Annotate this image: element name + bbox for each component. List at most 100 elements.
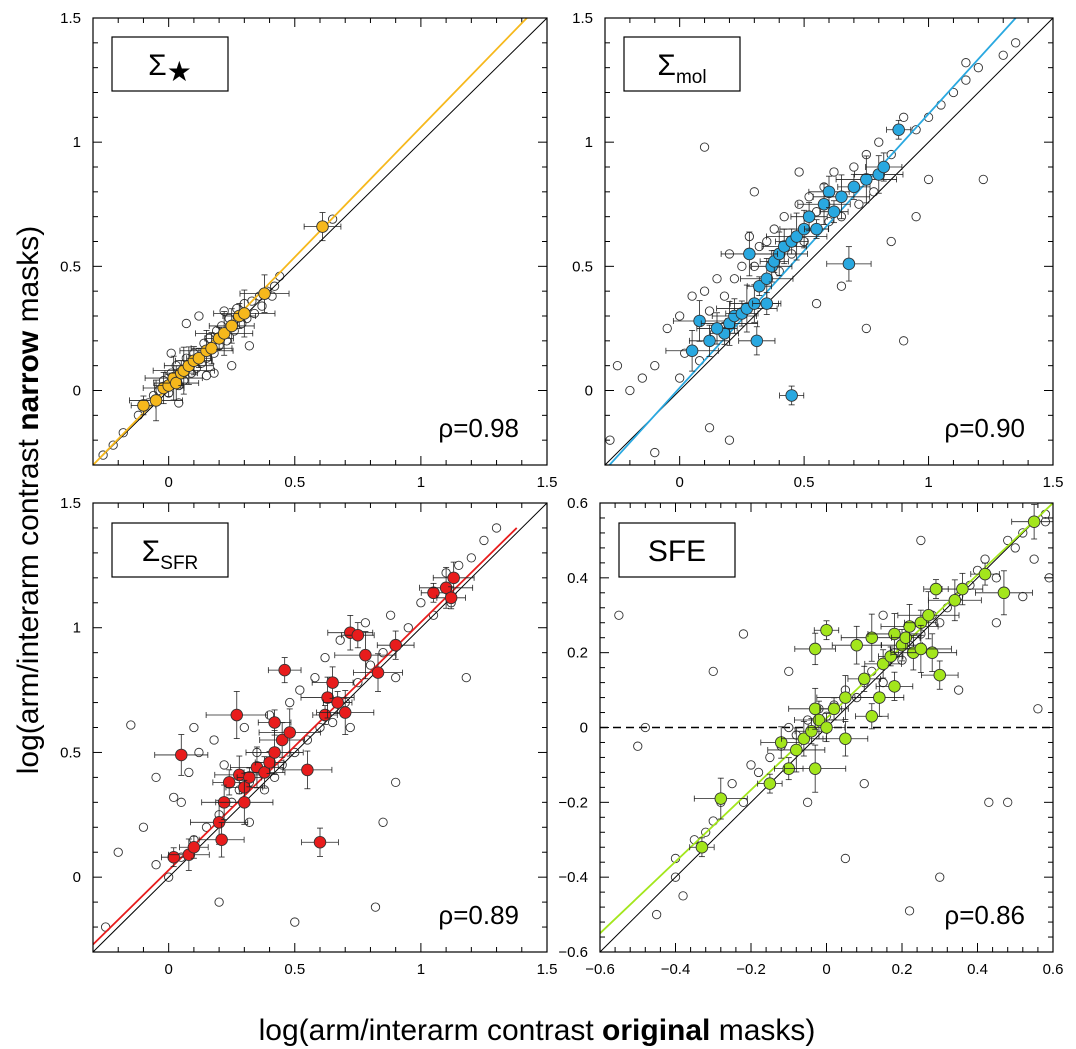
filled-point (933, 668, 947, 682)
y-tick-label: 0.5 (572, 258, 593, 275)
open-point (113, 847, 123, 857)
filled-point (797, 732, 811, 745)
filled-point (820, 721, 833, 734)
filled-point (215, 833, 228, 847)
filled-point (812, 713, 826, 727)
open-point (948, 87, 959, 98)
panel-label-sub: SFR (160, 553, 198, 574)
open-point (650, 447, 660, 458)
x-tick-label: 0.6 (1043, 961, 1064, 978)
y-tick-label: 1 (73, 620, 81, 637)
filled-point (444, 591, 458, 605)
open-point (360, 618, 371, 628)
open-point (859, 778, 869, 789)
x-tick-label: 0.2 (892, 961, 913, 978)
open-point (403, 623, 413, 633)
open-point (899, 336, 909, 346)
x-tick-label: 0 (164, 961, 172, 978)
open-point (378, 648, 388, 658)
open-point (327, 717, 338, 728)
open-point (769, 224, 779, 234)
open-point (916, 535, 926, 546)
open-point (1018, 528, 1028, 538)
filled-point (175, 748, 188, 762)
x-tick-label: 0.5 (284, 961, 305, 978)
filled-point (447, 571, 460, 585)
filled-point (956, 582, 969, 596)
filled-point (827, 205, 841, 218)
open-point (794, 167, 804, 177)
open-point (727, 778, 737, 789)
filled-point (217, 327, 231, 340)
filled-point (258, 287, 271, 300)
open-point (295, 685, 305, 695)
open-point (391, 777, 401, 788)
open-point (854, 199, 864, 209)
open-point (138, 822, 149, 832)
open-point (614, 610, 624, 620)
filled-point (790, 230, 803, 243)
x-axis-title: log(arm/interarm contrast original masks… (259, 1014, 816, 1047)
filled-point (268, 746, 281, 759)
x-tick-label: 0 (164, 474, 172, 491)
y-tick-label: 0.4 (567, 570, 588, 587)
open-point (633, 741, 643, 751)
plot-frame (599, 502, 1054, 953)
open-point (310, 672, 320, 683)
open-point (973, 63, 983, 73)
open-point (923, 174, 934, 185)
open-point (1029, 554, 1039, 564)
y-tick-label: 0.5 (60, 744, 81, 761)
open-point (385, 610, 396, 620)
filled-point (313, 835, 327, 849)
open-point (164, 872, 174, 882)
panel-label-box (618, 522, 736, 578)
y-tick-label: −0.4 (558, 869, 588, 886)
open-point (729, 274, 740, 284)
open-point (605, 435, 615, 445)
filled-point (850, 638, 863, 652)
open-point (704, 423, 715, 433)
panel-label: SFE (648, 535, 706, 568)
open-point (662, 323, 672, 334)
filled-point (685, 344, 699, 358)
x-tick-label: 1.5 (537, 961, 558, 978)
open-point (991, 618, 1002, 628)
filled-point (301, 763, 314, 777)
open-point (219, 760, 229, 770)
filled-point (763, 777, 777, 790)
x-tick-label: 0.4 (967, 961, 988, 978)
correlation-label: ρ=0.89 (438, 900, 519, 930)
open-point (984, 797, 994, 807)
x-tick-label: 1.5 (1043, 474, 1064, 491)
open-point (166, 348, 176, 358)
open-point (829, 167, 839, 177)
open-point (151, 772, 161, 783)
open-point (753, 767, 764, 778)
filled-point (1027, 515, 1041, 528)
open-point (699, 142, 710, 152)
filled-point (230, 708, 244, 722)
open-point (936, 100, 946, 110)
filled-point (820, 623, 833, 637)
open-point (650, 361, 660, 371)
panel-label-box (111, 522, 229, 578)
filled-point (427, 586, 440, 600)
open-point (345, 722, 355, 733)
plot-frame (92, 502, 548, 953)
open-point (651, 909, 662, 920)
open-point (118, 428, 128, 438)
y-tick-label: 0.5 (60, 258, 81, 275)
filled-point (808, 642, 822, 656)
panel-label-sub: ★ (167, 56, 192, 87)
filled-point (997, 586, 1011, 600)
open-point (335, 635, 345, 645)
filled-point (263, 756, 276, 769)
plot-frame (92, 17, 548, 466)
filled-point (693, 314, 706, 328)
x-tick-label: 1 (417, 474, 425, 491)
filled-point (948, 594, 962, 607)
x-axis-title-bold: original (602, 1014, 710, 1047)
y-tick-label: 1.5 (572, 10, 593, 27)
filled-point (922, 609, 935, 622)
